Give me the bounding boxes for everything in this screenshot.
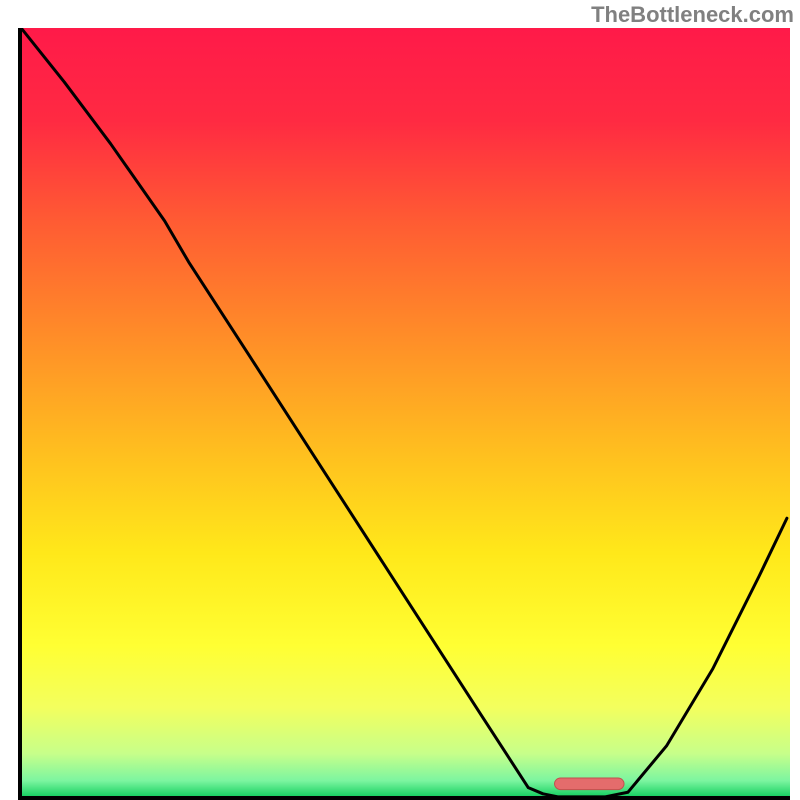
chart-container: TheBottleneck.com — [0, 0, 800, 800]
bottleneck-curve-chart — [18, 28, 790, 800]
plot-area — [18, 28, 790, 800]
optimal-range-marker — [555, 778, 624, 790]
gradient-background — [18, 28, 790, 800]
watermark-text: TheBottleneck.com — [591, 2, 794, 28]
